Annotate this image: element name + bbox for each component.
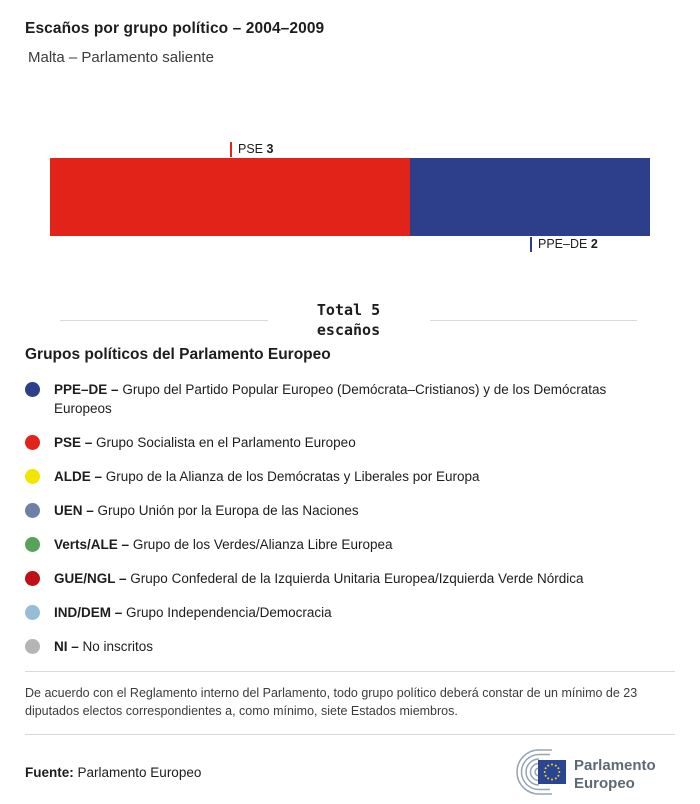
- logo-text-line2: Europeo: [574, 775, 635, 792]
- european-parliament-logo-icon: Parlamento Europeo: [508, 747, 678, 797]
- legend-item: GUE/NGL – Grupo Confederal de la Izquier…: [25, 569, 675, 588]
- legend-item: Verts/ALE – Grupo de los Verdes/Alianza …: [25, 535, 675, 554]
- total-seats-label: Total 5 escaños: [274, 300, 424, 340]
- source-row: Fuente: Parlamento Europeo: [25, 743, 678, 801]
- callout-tick-mark: [530, 237, 532, 252]
- eu-flag-icon: [538, 760, 566, 784]
- legend-item-description: Grupo Socialista en el Parlamento Europe…: [96, 435, 356, 450]
- source-line: Fuente: Parlamento Europeo: [25, 765, 201, 780]
- callout-group-name: PSE: [238, 142, 264, 156]
- footnote-top-divider: [25, 671, 675, 672]
- legend-item-label: PSE –: [54, 435, 93, 450]
- bar-segment: [50, 158, 410, 236]
- legend-color-dot-icon: [25, 639, 40, 654]
- legend-color-dot-icon: [25, 503, 40, 518]
- legend-color-dot-icon: [25, 382, 40, 397]
- logo-text-line1: Parlamento: [574, 757, 656, 774]
- source-label: Fuente:: [25, 764, 74, 780]
- source-value: Parlamento Europeo: [77, 764, 202, 780]
- legend-item-label: IND/DEM –: [54, 605, 123, 620]
- legend-item: IND/DEM – Grupo Independencia/Democracia: [25, 603, 675, 622]
- bar-segment: [410, 158, 650, 236]
- stacked-seat-bar: [50, 158, 650, 236]
- legend-item-label: GUE/NGL –: [54, 571, 127, 586]
- total-divider: Total 5 escaños: [60, 296, 637, 344]
- page-subtitle: Malta – Parlamento saliente: [28, 49, 214, 66]
- legend-item: NI – No inscritos: [25, 637, 675, 656]
- legend-item-description: Grupo de la Alianza de los Demócratas y …: [105, 469, 480, 484]
- total-seats-line1: Total 5: [316, 301, 381, 319]
- legend-item-description: Grupo Confederal de la Izquierda Unitari…: [130, 571, 584, 586]
- total-divider-left-line: [60, 319, 268, 321]
- page-title: Escaños por grupo político – 2004–2009: [25, 20, 325, 37]
- legend-heading: Grupos políticos del Parlamento Europeo: [25, 346, 331, 363]
- callout-seat-count: 3: [266, 142, 274, 156]
- callout-group-name: PPE–DE: [538, 237, 588, 251]
- legend-color-dot-icon: [25, 469, 40, 484]
- seats-chart: PSE 3 PPE–DE 2: [0, 66, 700, 296]
- legend-color-dot-icon: [25, 435, 40, 450]
- legend-item: UEN – Grupo Unión por la Europa de las N…: [25, 501, 675, 520]
- total-seats-line2: escaños: [316, 321, 381, 339]
- legend-item: ALDE – Grupo de la Alianza de los Demócr…: [25, 467, 675, 486]
- legend-color-dot-icon: [25, 571, 40, 586]
- legend-item: PPE–DE – Grupo del Partido Popular Europ…: [25, 380, 675, 418]
- legend-item-label: UEN –: [54, 503, 94, 518]
- legend-color-dot-icon: [25, 537, 40, 552]
- callout-seat-count: 2: [590, 237, 598, 251]
- legend-item-description: Grupo Unión por la Europa de las Nacione…: [97, 503, 359, 518]
- legend-item-description: Grupo Independencia/Democracia: [126, 605, 332, 620]
- legend-item-label: PPE–DE –: [54, 382, 119, 397]
- footnote-text: De acuerdo con el Reglamento interno del…: [25, 686, 638, 718]
- segment-callout: PPE–DE 2: [530, 237, 598, 252]
- legend-item-label: ALDE –: [54, 469, 103, 484]
- legend-item-label: Verts/ALE –: [54, 537, 130, 552]
- legend-list: PPE–DE – Grupo del Partido Popular Europ…: [25, 380, 675, 656]
- legend-item-label: NI –: [54, 639, 79, 654]
- legend-color-dot-icon: [25, 605, 40, 620]
- hemicycle-arcs-icon: [516, 749, 552, 795]
- logo-wordmark: Parlamento Europeo: [574, 757, 656, 792]
- legend-item: PSE – Grupo Socialista en el Parlamento …: [25, 433, 675, 452]
- footnote-bottom-divider: [25, 734, 675, 735]
- segment-callout: PSE 3: [230, 142, 273, 157]
- callout-tick-mark: [230, 142, 232, 157]
- legend-item-description: Grupo de los Verdes/Alianza Libre Europe…: [132, 537, 393, 552]
- total-divider-right-line: [429, 319, 637, 321]
- legend-item-description: No inscritos: [82, 639, 154, 654]
- legend-item-description: Grupo del Partido Popular Europeo (Demóc…: [54, 382, 607, 416]
